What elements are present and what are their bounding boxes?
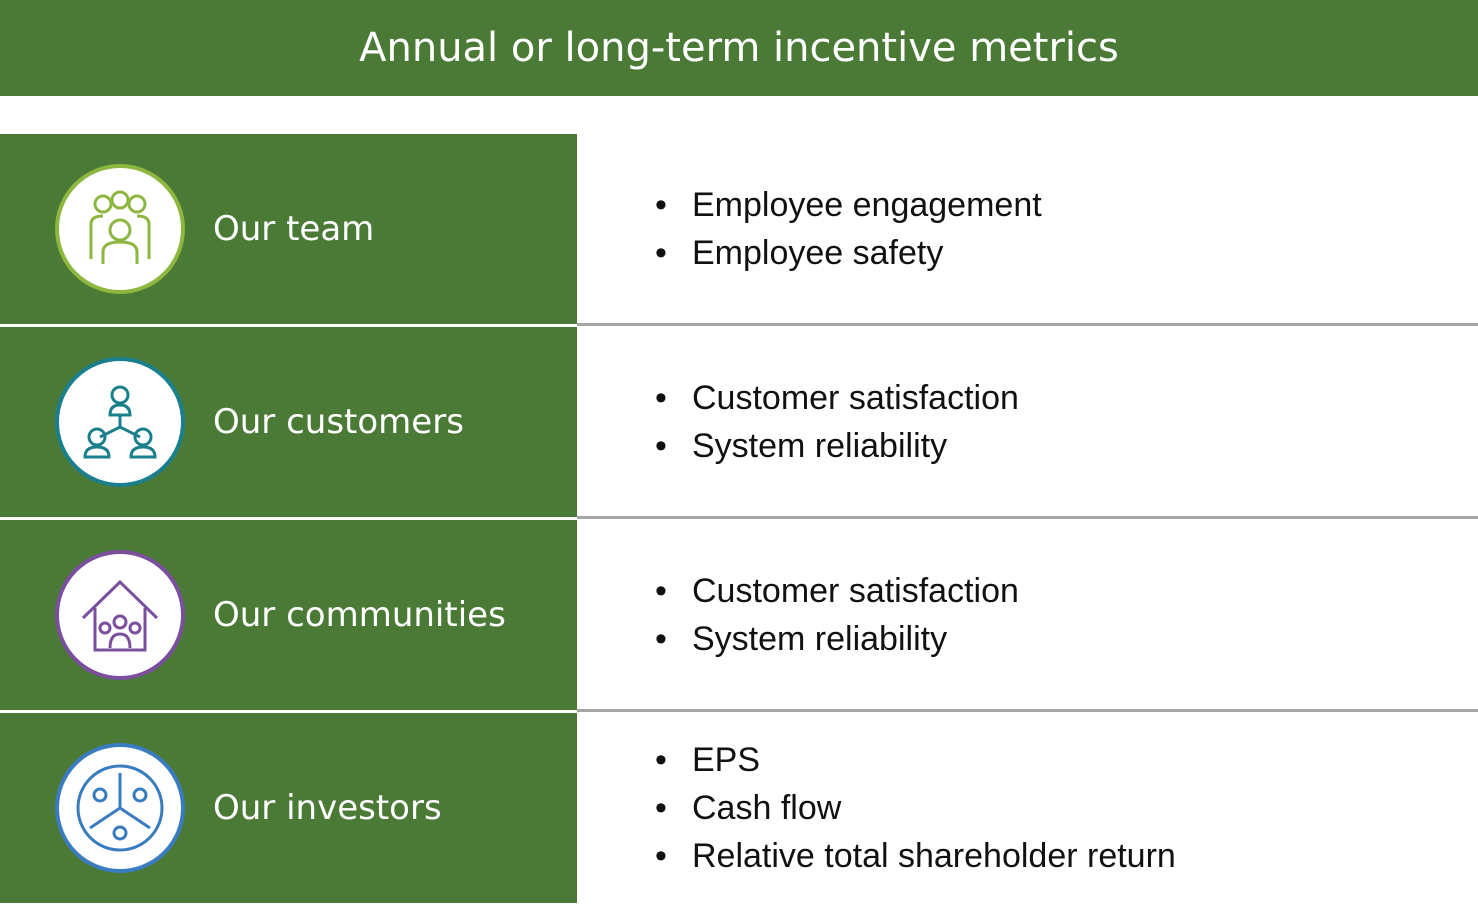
metric-item: EPS [655, 736, 1176, 784]
icon [55, 550, 185, 680]
metric-list: Employee engagementEmployee safety [655, 134, 1042, 324]
metric-item: Relative total shareholder return [655, 832, 1176, 880]
row-label-panel: Our communities [0, 520, 577, 710]
icon [55, 357, 185, 487]
row-label-panel: Our customers [0, 327, 577, 517]
row-label: Our team [213, 209, 375, 249]
metric-item: System reliability [655, 615, 1019, 663]
icon [55, 743, 185, 873]
metric-list: EPSCash flowRelative total shareholder r… [655, 713, 1176, 903]
row: Our team Employee engagementEmployee safe… [0, 134, 1478, 326]
separator [577, 709, 1478, 712]
metric-item: Cash flow [655, 784, 1176, 832]
row-label-panel: Our team [0, 134, 577, 324]
metric-item: Employee engagement [655, 181, 1042, 229]
metric-item: Employee safety [655, 229, 1042, 277]
row: Our communities Customer satisfactionSyst… [0, 520, 1478, 712]
row-label: Our customers [213, 402, 464, 442]
separator [577, 323, 1478, 326]
metric-item: Customer satisfaction [655, 374, 1019, 422]
metric-list: Customer satisfactionSystem reliability [655, 327, 1019, 517]
row-label: Our communities [213, 595, 506, 635]
row-label: Our investors [213, 788, 442, 828]
icon-graphic [76, 764, 164, 852]
icon-graphic [83, 385, 157, 459]
row: Our investors EPSCash flowRelative total … [0, 713, 1478, 903]
metric-list: Customer satisfactionSystem reliability [655, 520, 1019, 710]
metric-item: System reliability [655, 422, 1019, 470]
separator [577, 516, 1478, 519]
metric-item: Customer satisfaction [655, 567, 1019, 615]
icon-graphic [89, 190, 151, 264]
row-label-panel: Our investors [0, 713, 577, 903]
icon [55, 164, 185, 294]
row: Our customers Customer satisfactionSystem… [0, 327, 1478, 519]
header-title: Annual or long-term incentive metrics [0, 0, 1478, 96]
icon-graphic [81, 579, 159, 652]
